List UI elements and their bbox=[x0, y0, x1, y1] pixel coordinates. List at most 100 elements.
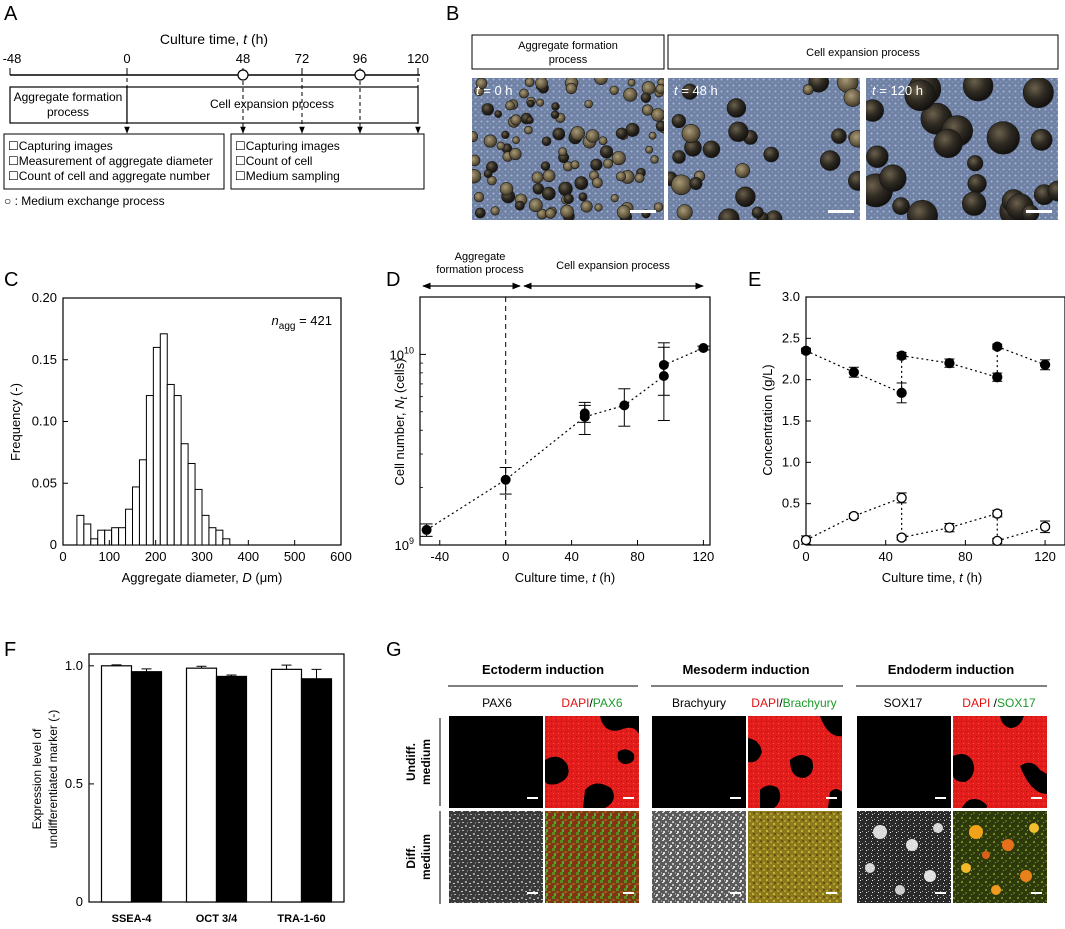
aggregate-blob bbox=[528, 198, 543, 213]
aggregate-blob bbox=[532, 183, 545, 195]
y-tick-label: 0 bbox=[76, 894, 83, 909]
aggregate-blob bbox=[591, 177, 603, 189]
data-point bbox=[944, 357, 955, 369]
aggregate-blob bbox=[558, 147, 568, 157]
channel-label-pax6: PAX6 bbox=[482, 696, 512, 710]
aggregate-blob bbox=[565, 82, 577, 95]
measurement-item: ☐Measurement of aggregate diameter bbox=[8, 154, 213, 168]
timeline-title: Culture time, t (h) bbox=[160, 31, 268, 47]
aggregate-blob bbox=[641, 104, 654, 116]
concentration-frame bbox=[805, 296, 1065, 546]
y-tick-label: 109 bbox=[395, 536, 414, 553]
phase-label-aggregate: Aggregate bbox=[455, 251, 506, 263]
aggregate-process-box bbox=[9, 86, 128, 124]
x-tick-label: 500 bbox=[284, 549, 306, 564]
panel-label-c: C bbox=[4, 269, 18, 291]
channel-label-merge: DAPI/Brachyury bbox=[751, 696, 836, 710]
x-tick-label: 0 bbox=[502, 549, 509, 564]
aggregate-blob bbox=[472, 131, 479, 143]
aggregate-blob bbox=[734, 162, 751, 179]
data-point bbox=[800, 345, 812, 356]
panel-label-e: E bbox=[748, 269, 761, 291]
y-tick-label: 2.0 bbox=[782, 372, 800, 387]
panel-e: E 0 40 80 120 0 0.5 1.0 1.5 2.0 2.5 3.0 Culture ti… bbox=[748, 269, 1065, 585]
measurement-item: ☐Medium sampling bbox=[235, 169, 340, 183]
aggregate-blob bbox=[866, 145, 889, 168]
expression-bar bbox=[130, 671, 163, 903]
aggregate-blob bbox=[603, 158, 614, 169]
row-label-undiff: Undiff. bbox=[404, 743, 418, 781]
channel-label-brachyury: Brachyury bbox=[672, 696, 726, 710]
aggregate-blob bbox=[650, 155, 659, 164]
aggregate-blob bbox=[598, 136, 608, 146]
histogram-bar bbox=[90, 538, 99, 546]
panel-label-d: D bbox=[386, 269, 400, 291]
x-tick-label: -40 bbox=[430, 549, 449, 564]
histogram-x-label: Aggregate diameter, D (μm) bbox=[122, 570, 283, 585]
histogram-bar bbox=[97, 529, 106, 546]
aggregate-blob bbox=[490, 206, 500, 216]
aggregate-blob bbox=[641, 81, 656, 95]
aggregate-blob bbox=[892, 197, 910, 215]
data-point bbox=[896, 532, 907, 543]
data-point bbox=[800, 534, 812, 546]
phase-label-aggregate: formation process bbox=[436, 264, 524, 276]
aggregate-blob bbox=[514, 200, 525, 211]
aggregate-blob bbox=[962, 78, 994, 102]
aggregate-blob bbox=[843, 88, 860, 107]
aggregate-blob bbox=[655, 120, 664, 132]
histogram-bar bbox=[166, 383, 175, 546]
aggregate-blob bbox=[531, 171, 544, 184]
aggregate-blob bbox=[524, 78, 535, 88]
histogram-bar bbox=[104, 529, 113, 546]
aggregate-blob bbox=[526, 99, 535, 108]
x-tick-label: 300 bbox=[191, 549, 213, 564]
aggregate-blob bbox=[933, 128, 963, 159]
micrograph-ecto-diff-merge bbox=[545, 811, 639, 903]
panel-a: A Culture time, t (h) -48 0 48 72 96 120… bbox=[3, 3, 429, 208]
histogram-bar bbox=[180, 443, 189, 546]
marker-expression-plot: 0 0.5 1.0 SSEA-4 OCT 3/4 TRA-1-60 bbox=[65, 658, 333, 925]
data-point bbox=[992, 535, 1003, 547]
panel-f: F 0 0.5 1.0 SSEA-4 OCT 3/4 TRA-1-60 Expressio… bbox=[4, 639, 345, 925]
data-point bbox=[1039, 359, 1051, 370]
expansion-header-box bbox=[667, 34, 1059, 70]
aggregate-blob bbox=[536, 98, 545, 107]
aggregate-blob bbox=[570, 126, 585, 141]
aggregate-blob bbox=[625, 122, 640, 137]
marker-expression-y-label: Expression level of bbox=[30, 728, 44, 829]
panel-c: C 0 100 200 300 400 500 600 0 0.05 0.10 0.15 0.20 n… bbox=[4, 269, 352, 585]
histogram-bar bbox=[118, 527, 127, 546]
measurement-item: ☐Count of cell and aggregate number bbox=[8, 169, 210, 183]
series-line bbox=[997, 346, 1046, 366]
y-tick-label: 0.5 bbox=[782, 496, 800, 511]
aggregate-measurement-list bbox=[3, 133, 225, 190]
row-label-undiff: medium bbox=[419, 739, 433, 785]
measurement-item: ☐Capturing images bbox=[8, 139, 113, 153]
aggregate-blob bbox=[558, 181, 573, 197]
aggregate-blob bbox=[541, 186, 556, 201]
x-tick-label: 200 bbox=[145, 549, 167, 564]
aggregate-blob bbox=[961, 191, 987, 216]
timeline-tick-label: 0 bbox=[123, 51, 130, 66]
panel-label-g: G bbox=[386, 639, 402, 661]
timeline-tick-label: 48 bbox=[236, 51, 250, 66]
aggregate-blob bbox=[648, 131, 657, 140]
x-tick-label: 0 bbox=[59, 549, 66, 564]
micrograph-48h bbox=[668, 78, 860, 220]
aggregate-header-box bbox=[471, 34, 665, 70]
panel-label-b: B bbox=[446, 3, 459, 25]
histogram-bar bbox=[138, 459, 147, 546]
histogram-bars bbox=[76, 333, 231, 546]
micrograph-time-label: t = 48 h bbox=[674, 83, 718, 98]
aggregate-blob bbox=[671, 113, 686, 129]
aggregate-blob bbox=[672, 150, 686, 164]
group-title-ectoderm: Ectoderm induction bbox=[482, 662, 604, 677]
histogram-bar bbox=[125, 508, 134, 546]
data-point bbox=[848, 367, 859, 378]
expression-bar bbox=[215, 675, 248, 903]
aggregate-process-label: process bbox=[47, 105, 89, 119]
aggregate-blob bbox=[499, 182, 514, 196]
data-point bbox=[1039, 521, 1051, 532]
channel-label-sox17: SOX17 bbox=[884, 696, 923, 710]
